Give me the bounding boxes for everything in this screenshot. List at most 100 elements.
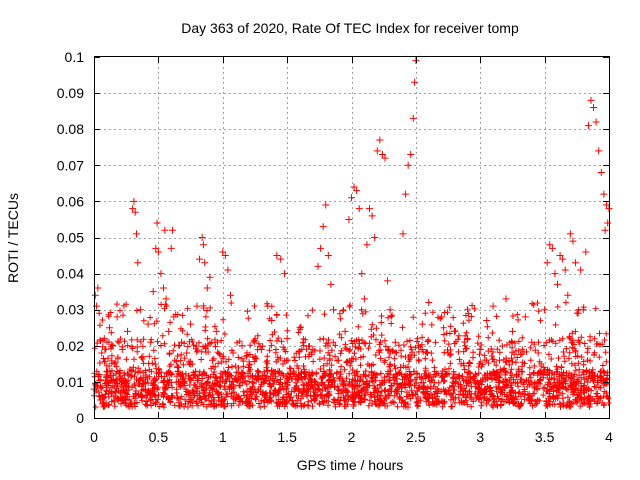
data-point xyxy=(574,309,582,317)
data-point xyxy=(348,194,355,202)
data-point xyxy=(584,122,592,130)
dense-scatter-cloud xyxy=(91,299,612,411)
data-point xyxy=(100,335,108,343)
data-point xyxy=(407,150,415,158)
x-axis-label: GPS time / hours xyxy=(297,457,404,473)
data-point xyxy=(360,295,368,303)
data-point xyxy=(496,356,504,364)
data-point xyxy=(149,288,157,296)
data-point xyxy=(219,248,227,256)
data-point xyxy=(373,147,381,155)
data-point xyxy=(198,234,206,241)
x-tick-label: 0 xyxy=(90,429,98,445)
data-point xyxy=(126,367,134,375)
data-point xyxy=(602,201,610,209)
data-point xyxy=(451,327,458,335)
data-point xyxy=(147,338,155,346)
data-point xyxy=(590,104,598,112)
data-point xyxy=(324,252,332,260)
data-point xyxy=(281,270,289,278)
data-point xyxy=(402,190,410,198)
data-point xyxy=(483,317,491,325)
data-point xyxy=(399,230,407,238)
data-point xyxy=(142,385,149,393)
data-point xyxy=(559,255,567,263)
data-point xyxy=(129,205,137,213)
data-point xyxy=(363,241,371,249)
data-point xyxy=(381,154,389,162)
data-point xyxy=(327,280,335,288)
data-point xyxy=(139,353,147,361)
data-point xyxy=(238,342,246,350)
data-point xyxy=(604,219,612,227)
data-point xyxy=(457,360,465,368)
data-point xyxy=(165,327,173,335)
y-tick-label: 0.05 xyxy=(57,230,84,246)
data-point xyxy=(521,313,529,321)
data-point xyxy=(592,118,600,126)
data-point xyxy=(368,212,376,220)
data-point xyxy=(384,277,392,285)
data-point xyxy=(221,252,229,260)
data-point xyxy=(431,371,439,379)
x-tick-label: 1 xyxy=(219,429,227,445)
x-tick-label: 2 xyxy=(348,429,356,445)
data-point xyxy=(411,78,419,86)
data-point xyxy=(251,385,259,393)
y-tick-label: 0.09 xyxy=(57,85,84,101)
data-point xyxy=(572,259,580,267)
data-point xyxy=(409,114,417,122)
y-tick-label: 0.07 xyxy=(57,157,84,173)
data-point xyxy=(566,230,574,238)
data-point xyxy=(105,324,113,332)
data-point xyxy=(229,349,237,357)
data-point xyxy=(548,244,556,252)
data-point xyxy=(353,187,361,195)
data-point xyxy=(564,291,572,299)
data-point xyxy=(201,259,209,267)
data-point xyxy=(160,284,168,292)
data-point xyxy=(528,338,536,346)
data-point xyxy=(345,215,353,223)
x-tick-label: 1.5 xyxy=(277,429,297,445)
y-tick-label: 0 xyxy=(76,410,84,426)
data-point xyxy=(595,147,603,155)
data-point xyxy=(476,345,484,353)
data-point xyxy=(273,252,281,260)
data-point xyxy=(302,382,310,390)
data-point xyxy=(470,374,478,382)
data-point xyxy=(203,284,211,292)
data-point xyxy=(206,273,214,281)
data-point xyxy=(152,244,160,252)
data-point xyxy=(245,363,252,371)
data-point xyxy=(329,306,337,314)
data-point xyxy=(414,342,422,350)
data-point xyxy=(556,252,564,260)
data-point xyxy=(322,201,330,209)
data-point xyxy=(196,255,204,263)
data-point xyxy=(199,241,207,249)
y-tick-label: 0.1 xyxy=(65,49,85,65)
axis-ticks xyxy=(94,57,610,419)
data-point xyxy=(224,266,232,274)
data-point xyxy=(136,306,144,314)
data-point xyxy=(121,392,129,400)
data-point xyxy=(554,280,561,288)
data-point xyxy=(190,371,198,379)
data-point xyxy=(132,230,140,238)
data-point xyxy=(154,248,162,256)
data-point xyxy=(515,367,523,375)
data-point xyxy=(561,266,569,274)
data-point xyxy=(418,320,426,328)
data-points xyxy=(90,57,613,404)
plot-frame xyxy=(94,56,610,419)
data-point xyxy=(144,320,152,328)
data-point xyxy=(162,295,170,303)
data-point xyxy=(96,396,104,404)
x-tick-label: 3.5 xyxy=(535,429,555,445)
data-point xyxy=(94,284,102,292)
data-point xyxy=(463,335,471,343)
y-axis-label: ROTI / TECUs xyxy=(5,193,21,283)
data-point xyxy=(187,320,195,328)
data-point xyxy=(111,360,119,368)
